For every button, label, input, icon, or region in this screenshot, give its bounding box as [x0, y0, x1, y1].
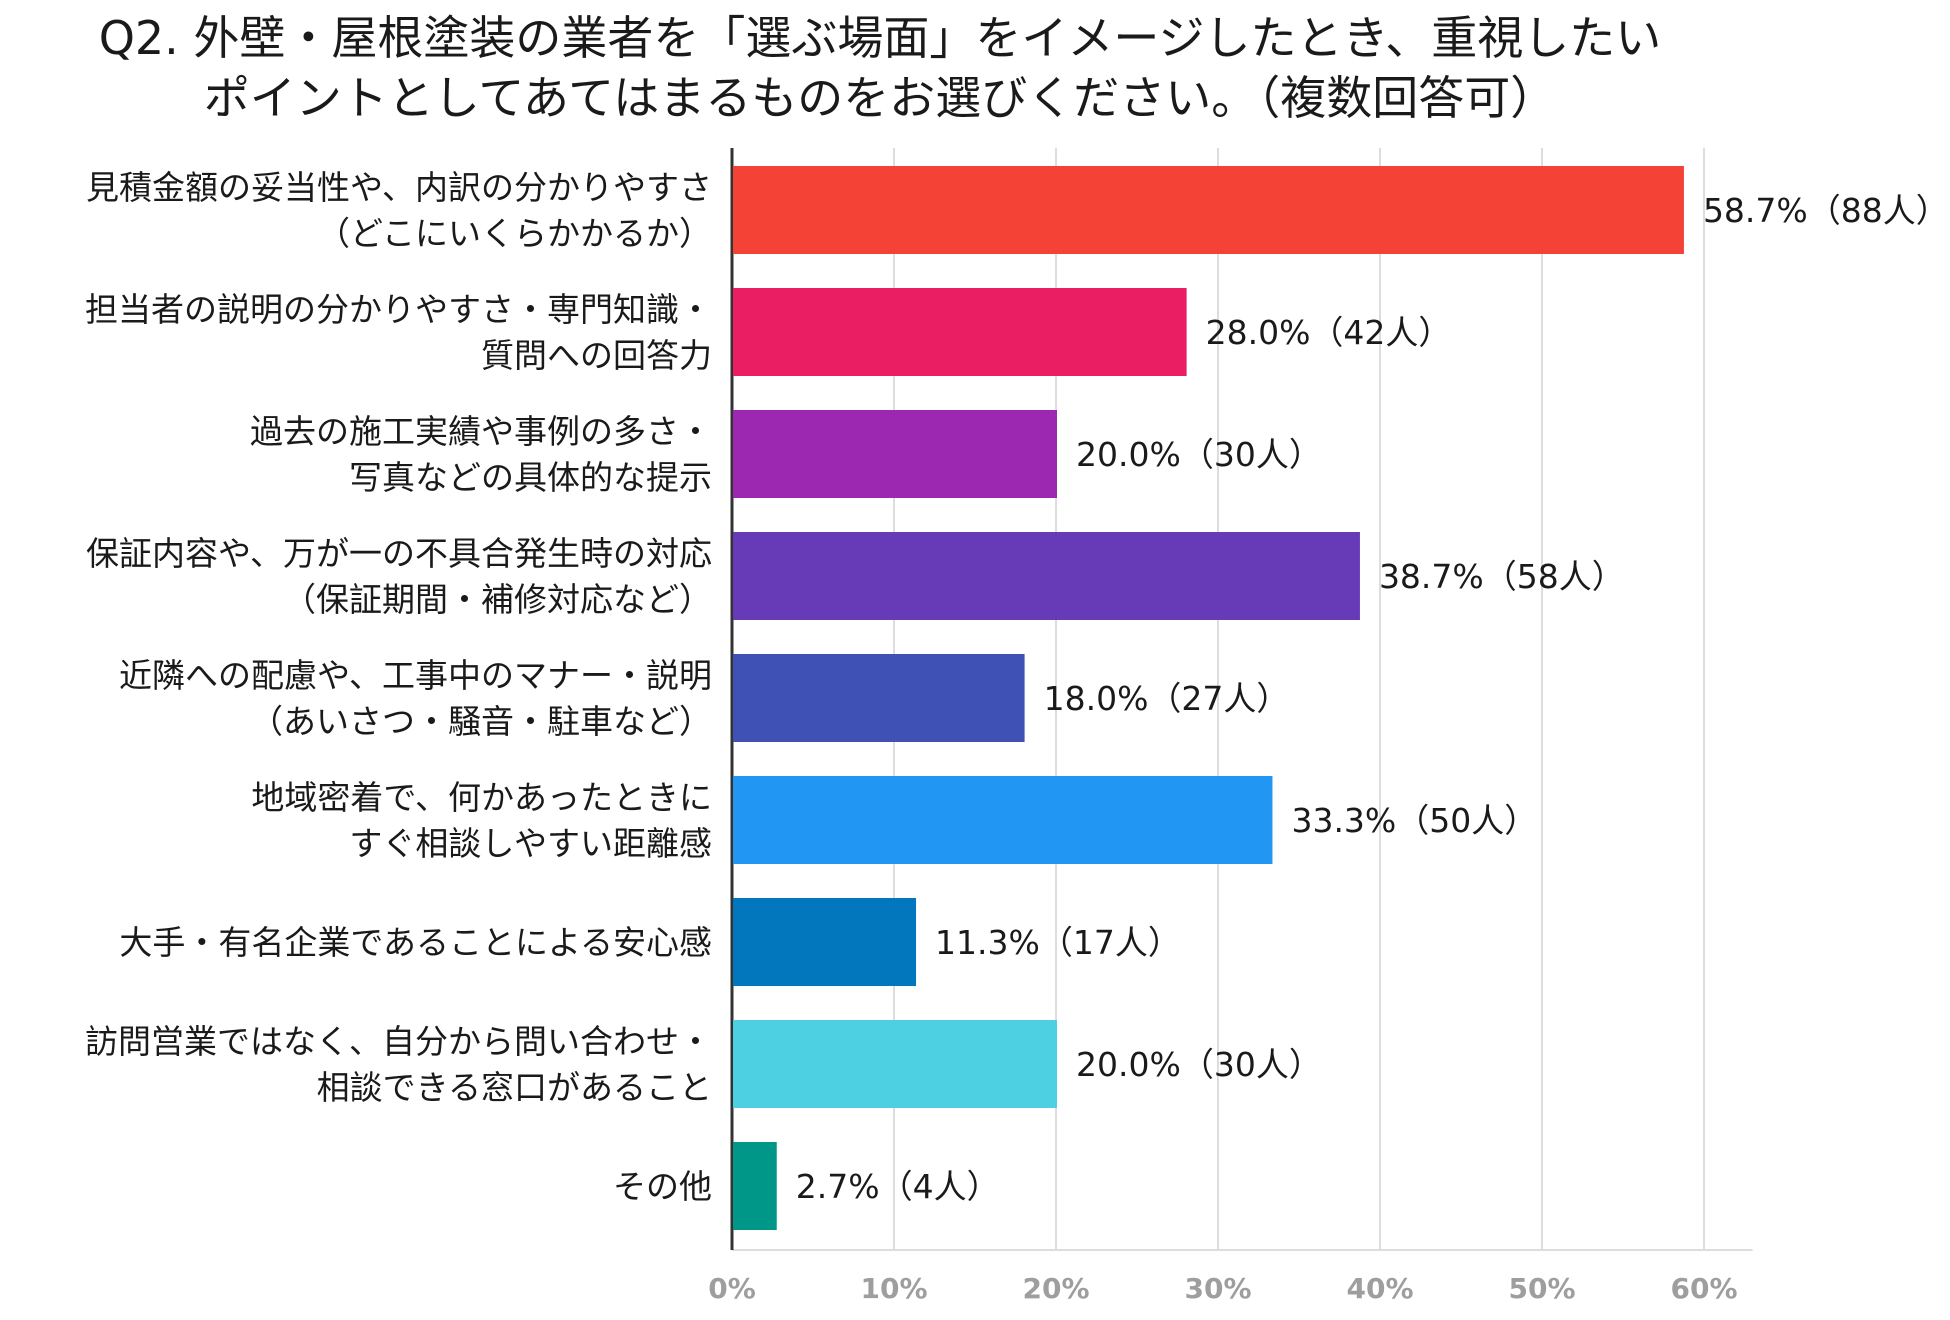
x-tick-label: 40% — [1346, 1272, 1413, 1305]
category-label: 地域密着で、何かあったときに — [251, 778, 712, 817]
bar — [733, 1020, 1057, 1108]
data-label: 20.0%（30人） — [1076, 1045, 1322, 1084]
bar — [733, 532, 1360, 620]
bar — [733, 1142, 777, 1230]
chart-title: Q2. 外壁・屋根塗装の業者を「選ぶ場面」をイメージしたとき、重視したい ポイン… — [0, 8, 1760, 128]
bar — [733, 410, 1057, 498]
bar — [733, 898, 917, 986]
x-tick-label: 30% — [1184, 1272, 1251, 1305]
data-label: 38.7%（58人） — [1379, 557, 1625, 596]
data-label: 18.0%（27人） — [1044, 679, 1290, 718]
data-label: 20.0%（30人） — [1076, 435, 1322, 474]
category-label: 大手・有名企業であることによる安心感 — [119, 923, 712, 962]
category-label: 写真などの具体的な提示 — [349, 458, 712, 497]
x-tick-label: 50% — [1508, 1272, 1575, 1305]
category-label: 質問への回答力 — [481, 336, 712, 375]
category-label: （あいさつ・騒音・駐車など） — [250, 702, 712, 741]
x-tick-label: 60% — [1670, 1272, 1737, 1305]
category-label: すぐ相談しやすい距離感 — [349, 824, 712, 863]
bar — [733, 166, 1684, 254]
bar — [733, 288, 1187, 376]
category-label: 過去の施工実績や事例の多さ・ — [250, 412, 712, 451]
category-label: （保証期間・補修対応など） — [283, 580, 712, 619]
category-label: （どこにいくらかかるか） — [317, 214, 712, 253]
bar — [733, 654, 1025, 742]
category-label: 見積金額の妥当性や、内訳の分かりやすさ — [86, 168, 712, 207]
data-label: 28.0%（42人） — [1206, 313, 1452, 352]
x-tick-label: 20% — [1022, 1272, 1089, 1305]
category-label: 担当者の説明の分かりやすさ・専門知識・ — [85, 290, 712, 329]
category-label: 相談できる窓口があること — [317, 1068, 712, 1107]
x-tick-label: 10% — [860, 1272, 927, 1305]
category-label: その他 — [613, 1167, 712, 1206]
chart-title-line-2: ポイントとしてあてはまるものをお選びください。（複数回答可） — [203, 71, 1557, 125]
data-label: 58.7%（88人） — [1703, 191, 1949, 230]
x-tick-label: 0% — [708, 1272, 756, 1305]
category-label: 保証内容や、万が一の不具合発生時の対応 — [86, 534, 712, 573]
chart-title-line-1: Q2. 外壁・屋根塗装の業者を「選ぶ場面」をイメージしたとき、重視したい — [98, 11, 1662, 65]
data-label: 11.3%（17人） — [935, 923, 1181, 962]
category-label: 訪問営業ではなく、自分から問い合わせ・ — [85, 1022, 712, 1061]
data-label: 33.3%（50人） — [1291, 801, 1537, 840]
bar — [733, 776, 1273, 864]
category-label: 近隣への配慮や、工事中のマナー・説明 — [119, 656, 712, 695]
data-label: 2.7%（4人） — [796, 1167, 1000, 1206]
